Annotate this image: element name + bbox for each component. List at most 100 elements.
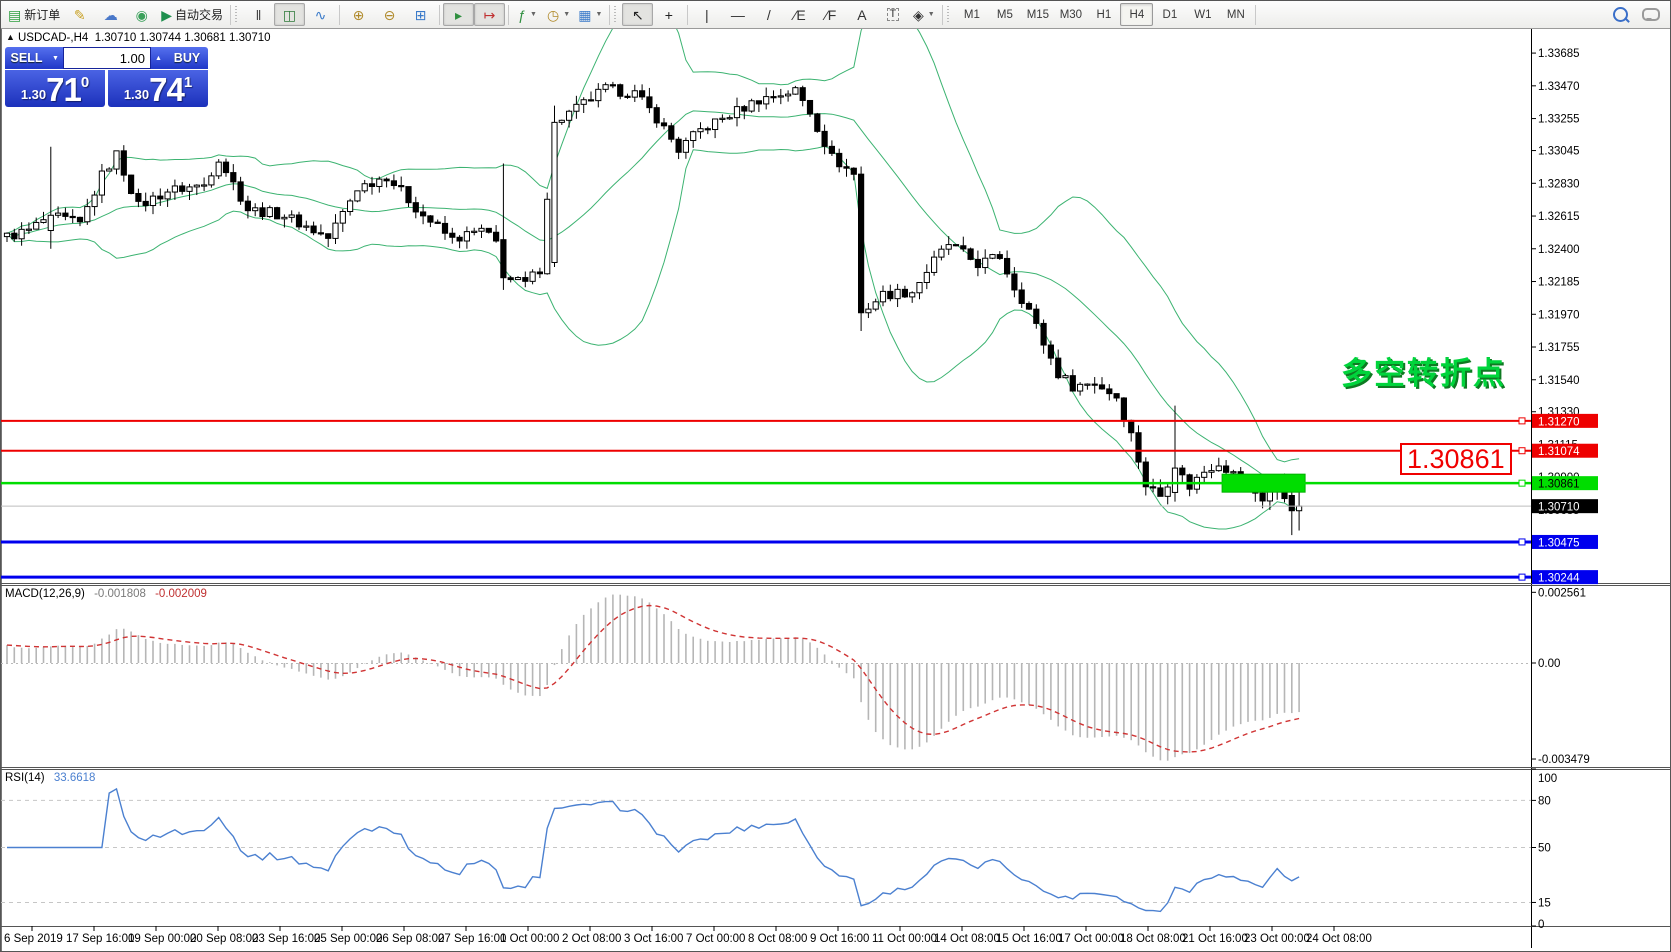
templates-button[interactable]: ▦ ▼ — [574, 3, 606, 26]
vertical-line-button[interactable]: | — [691, 3, 722, 26]
price-tick-label: 1.33255 — [1538, 114, 1580, 126]
candle-body — [690, 131, 697, 142]
search-icon[interactable] — [1613, 7, 1628, 22]
candle-body — [996, 254, 1003, 259]
horizontal-line-icon: — — [730, 6, 745, 23]
candle-body — [1296, 505, 1303, 512]
sell-button[interactable]: SELL — [5, 47, 48, 69]
level-line-handle[interactable] — [1518, 573, 1526, 581]
candle-body — [237, 181, 244, 202]
zoom-out-icon: ⊖ — [383, 6, 396, 23]
timeframe-d1-button[interactable]: D1 — [1162, 8, 1178, 21]
candle-body — [566, 110, 573, 121]
timeframe-h4-button[interactable]: H4 — [1120, 3, 1154, 26]
chart-bars-button[interactable]: ‖ — [243, 3, 274, 26]
signals-button[interactable]: ◉ — [126, 3, 157, 26]
zoom-in-button[interactable]: ⊕ — [343, 3, 374, 26]
periods-button[interactable]: ◷ ▼ — [543, 3, 574, 26]
chart-plot-area[interactable] — [2, 29, 1531, 583]
candle-body — [91, 194, 98, 208]
chart-title: USDCAD-,H4 1.30710 1.30744 1.30681 1.307… — [18, 32, 271, 44]
autotrading-button[interactable]: ▶ 自动交易 — [157, 3, 227, 26]
chart-line-icon: ∿ — [314, 6, 327, 23]
level-price-label — [1532, 570, 1598, 585]
level-line-handle[interactable] — [1518, 538, 1526, 546]
text-label-button[interactable]: T — [877, 3, 908, 26]
chevron-down-icon[interactable]: ▼ — [595, 11, 603, 18]
chart-shift-button[interactable]: ↦ — [474, 3, 506, 26]
one-click-collapse-toggle[interactable]: ▲ — [6, 32, 15, 42]
candle-body — [792, 87, 799, 95]
zoom-out-button[interactable]: ⊖ — [374, 3, 405, 26]
level-line-handle[interactable] — [1518, 417, 1526, 425]
candle-body — [47, 214, 54, 232]
volume-increase-button[interactable]: ▲ — [155, 54, 162, 62]
sell-price-display[interactable]: 1.30 71 0 — [5, 70, 105, 107]
candle-body — [821, 130, 828, 147]
buy-price-display[interactable]: 1.30 74 1 — [108, 70, 208, 107]
rsi-axis-label: 15 — [1538, 897, 1551, 909]
toolbar-grip[interactable] — [614, 5, 620, 24]
timeframe-mn-button[interactable]: MN — [1226, 8, 1245, 21]
arrows-button[interactable]: ◈ ▼ — [908, 3, 939, 26]
chevron-down-icon[interactable]: ▼ — [927, 11, 935, 18]
candle-body — [1098, 384, 1106, 390]
timeframe-h1-button[interactable]: H1 — [1096, 8, 1112, 21]
timeframe-m30-button[interactable]: M30 — [1059, 8, 1083, 21]
candle-body — [595, 88, 602, 102]
chevron-down-icon[interactable]: ▼ — [563, 11, 571, 18]
new-order-button-label: 新订单 — [24, 8, 61, 22]
chart-line-button[interactable]: ∿ — [305, 3, 336, 26]
horizontal-line-button[interactable]: — — [722, 3, 753, 26]
candle-body — [843, 166, 850, 169]
level-line-handle[interactable] — [1518, 479, 1526, 487]
price-callout-label[interactable]: 1.30861 — [1400, 443, 1512, 475]
auto-scroll-button[interactable]: ▸ — [443, 3, 475, 26]
macd-name: MACD(12,26,9) — [5, 588, 85, 600]
timeframe-w1-button[interactable]: W1 — [1194, 8, 1212, 21]
new-order-button[interactable]: ▤ 新订单 — [4, 3, 64, 26]
volume-input[interactable]: 1.00 — [63, 47, 151, 69]
level-line-handle[interactable] — [1518, 447, 1526, 455]
cursor-button[interactable]: ↖ — [622, 3, 654, 26]
macd-axis-label: 0.002561 — [1538, 587, 1586, 599]
toolbar-grip[interactable] — [235, 5, 241, 24]
candle-body — [1084, 383, 1091, 386]
price-tick-label: 1.31970 — [1538, 309, 1580, 321]
candle-body — [493, 231, 500, 242]
timeframe-m5-button[interactable]: M5 — [996, 8, 1013, 21]
candle-body — [697, 128, 704, 133]
candle-body — [639, 90, 646, 98]
toolbar-grip[interactable] — [947, 5, 953, 24]
indicators-button[interactable]: ƒ ▼ — [512, 3, 543, 26]
chart-candles-button[interactable]: ◫ — [274, 3, 306, 26]
buy-button[interactable]: BUY — [166, 47, 208, 69]
mql5-community-button[interactable]: ☁ — [95, 3, 126, 26]
time-tick-label: 21 Oct 16:00 — [1182, 933, 1248, 945]
fibonacci-icon: ⁄F — [825, 6, 837, 23]
trendline-button[interactable]: / — [753, 3, 784, 26]
candle-body — [40, 219, 47, 223]
timeframe-m15-button[interactable]: M15 — [1026, 8, 1050, 21]
metaeditor-button[interactable]: ✎ — [64, 3, 95, 26]
fibonacci-button[interactable]: ⁄F — [815, 3, 846, 26]
candle-body — [624, 95, 631, 98]
tile-windows-button[interactable]: ⊞ — [405, 3, 436, 26]
candle-body — [916, 282, 923, 294]
text-button[interactable]: A — [846, 3, 877, 26]
candle-body — [113, 150, 120, 170]
candle-body — [1164, 486, 1171, 497]
macd-histogram — [6, 594, 1300, 761]
volume-decrease-button[interactable]: ▼ — [52, 54, 59, 62]
chat-icon[interactable] — [1642, 8, 1660, 21]
candle-body — [281, 216, 288, 220]
chevron-down-icon[interactable]: ▼ — [529, 11, 537, 18]
equidistant-channel-button[interactable]: ⁄E — [784, 3, 815, 26]
crosshair-button[interactable]: + — [653, 3, 684, 26]
candle-body — [295, 214, 303, 228]
candle-body — [529, 271, 536, 282]
timeframe-m1-button[interactable]: M1 — [963, 8, 980, 21]
candle-body — [1120, 397, 1128, 421]
